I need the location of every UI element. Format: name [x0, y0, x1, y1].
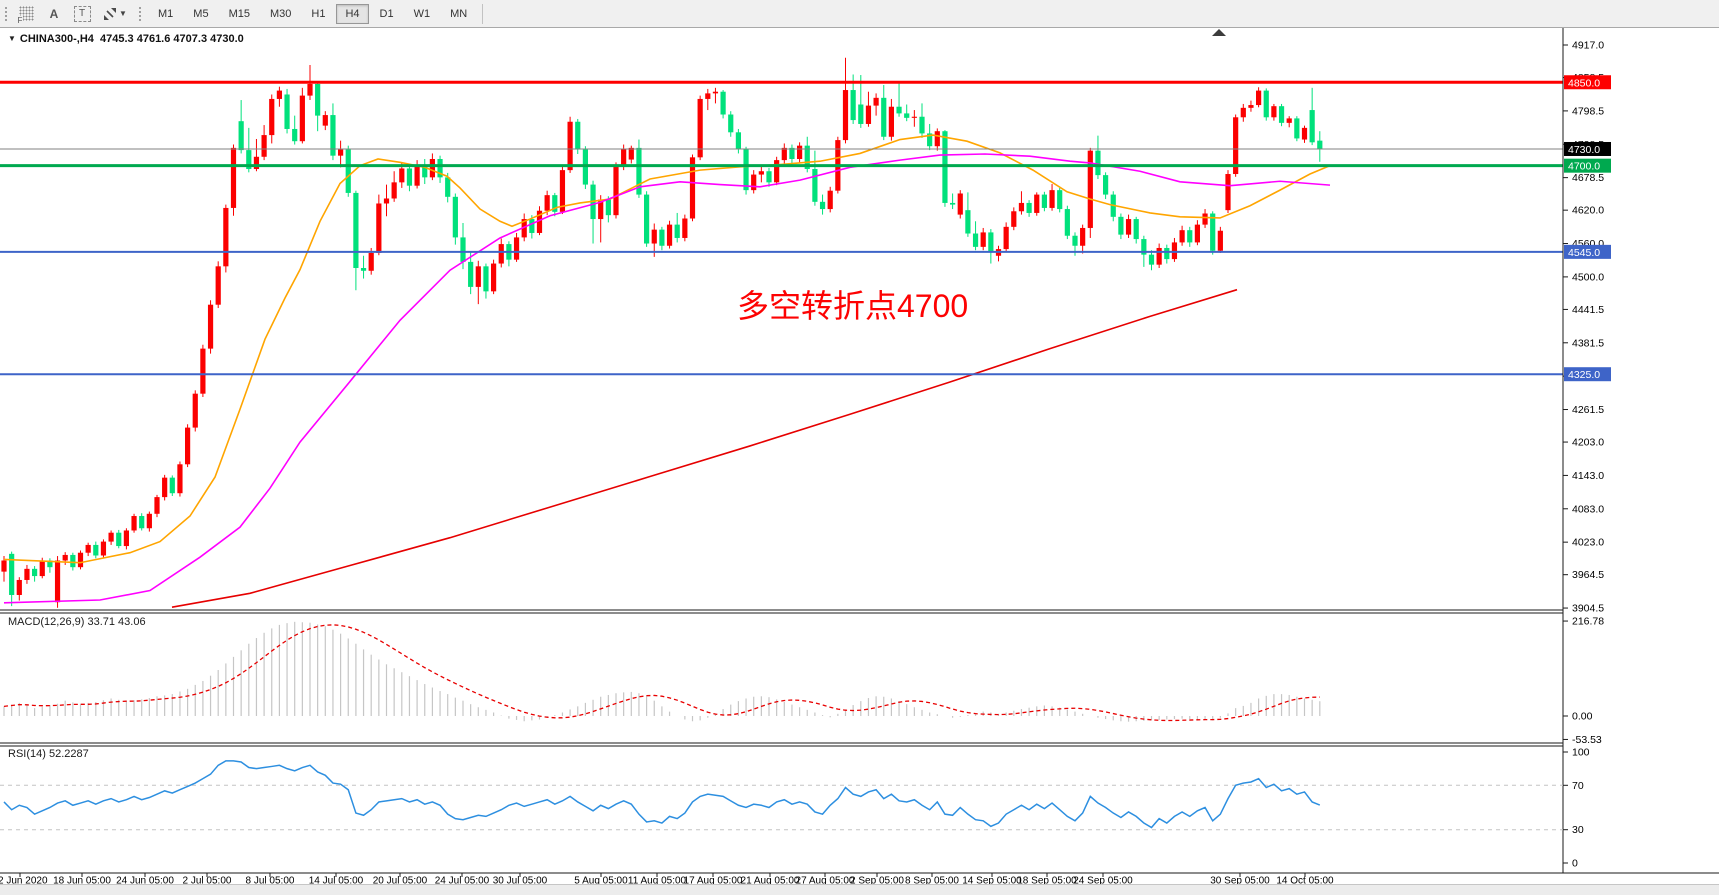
- svg-text:8 Jul 05:00: 8 Jul 05:00: [246, 876, 295, 887]
- chart-annotation-text: 多空转折点4700: [737, 288, 969, 324]
- candles-layer: [1, 57, 1323, 608]
- toolbar-separator: [482, 3, 484, 24]
- symbol-name: CHINA300-,H4: [19, 33, 94, 45]
- svg-text:0.00: 0.00: [1572, 711, 1593, 723]
- collapse-triangle-icon[interactable]: ▼: [8, 34, 16, 43]
- chevron-down-icon: ▼: [119, 9, 127, 18]
- panel-frame-layer: [0, 28, 1719, 874]
- timeframe-button-mn[interactable]: MN: [450, 7, 468, 20]
- macd-panel-layer: 216.78 0.00 -53.53: [3, 616, 1604, 746]
- svg-text:24 Jun 05:00: 24 Jun 05:00: [116, 876, 174, 887]
- price-axis-layer: 4917.04858.54798.54738.54678.54620.04560…: [1563, 40, 1611, 615]
- timeframe-button-m1[interactable]: M1: [158, 7, 174, 20]
- svg-text:2 Sep 05:00: 2 Sep 05:00: [850, 876, 904, 887]
- svg-text:4381.5: 4381.5: [1572, 337, 1604, 349]
- timeframe-button-h1[interactable]: H1: [311, 7, 326, 20]
- svg-text:4500.0: 4500.0: [1572, 271, 1604, 283]
- svg-text:4325.0: 4325.0: [1568, 369, 1600, 381]
- text-tool-button[interactable]: A: [41, 2, 67, 26]
- svg-text:4730.0: 4730.0: [1568, 144, 1600, 156]
- svg-text:30 Sep 05:00: 30 Sep 05:00: [1210, 876, 1270, 887]
- svg-text:4261.5: 4261.5: [1572, 404, 1604, 416]
- svg-text:21 Aug 05:00: 21 Aug 05:00: [741, 876, 800, 887]
- price-level-label: [1564, 158, 1611, 173]
- fibonacci-grid-tool-button[interactable]: F: [13, 2, 39, 26]
- arrows-tool-button[interactable]: ▼: [97, 2, 133, 26]
- svg-text:24 Jul 05:00: 24 Jul 05:00: [435, 876, 490, 887]
- symbol-title[interactable]: ▼ CHINA300-,H4 4745.3 4761.6 4707.3 4730.…: [8, 33, 244, 45]
- svg-text:20 Jul 05:00: 20 Jul 05:00: [373, 876, 428, 887]
- svg-text:4620.0: 4620.0: [1572, 205, 1604, 217]
- svg-text:18 Sep 05:00: 18 Sep 05:00: [1017, 876, 1077, 887]
- date-axis-layer: 12 Jun 2020 18 Jun 05:00 24 Jun 05:00 2 Jul…: [0, 873, 1334, 887]
- macd-indicator-label: MACD(12,26,9) 33.71 43.06: [8, 616, 146, 628]
- svg-text:2 Jul 05:00: 2 Jul 05:00: [183, 876, 232, 887]
- svg-text:3964.5: 3964.5: [1572, 569, 1604, 581]
- svg-text:4850.0: 4850.0: [1568, 77, 1600, 89]
- rsi-panel-layer: 100 70 30 0: [0, 747, 1590, 870]
- timeframe-button-m15[interactable]: M15: [228, 7, 250, 20]
- svg-text:17 Aug 05:00: 17 Aug 05:00: [684, 876, 743, 887]
- price-level-label: [1564, 367, 1611, 382]
- svg-text:14 Oct 05:00: 14 Oct 05:00: [1276, 876, 1334, 887]
- svg-text:100: 100: [1572, 747, 1590, 759]
- svg-text:0: 0: [1572, 858, 1578, 870]
- top-toolbar: F A T ▼ M1 M5 M15 M30 H1 H4 D1 W1 MN: [0, 0, 1719, 28]
- svg-text:18 Jun 05:00: 18 Jun 05:00: [53, 876, 111, 887]
- svg-text:30 Jul 05:00: 30 Jul 05:00: [493, 876, 548, 887]
- timeframe-button-h4[interactable]: H4: [336, 3, 369, 24]
- toolbar-grip-handle-2[interactable]: [138, 4, 142, 23]
- svg-text:4023.0: 4023.0: [1572, 537, 1604, 549]
- label-t-icon: T: [73, 5, 91, 22]
- svg-text:30: 30: [1572, 824, 1584, 836]
- svg-text:4700.0: 4700.0: [1568, 161, 1600, 173]
- rsi-indicator-label: RSI(14) 52.2287: [8, 748, 89, 760]
- timeframe-button-m5[interactable]: M5: [193, 7, 209, 20]
- status-bar: [0, 884, 1719, 895]
- svg-text:4441.5: 4441.5: [1572, 304, 1604, 316]
- svg-text:216.78: 216.78: [1572, 616, 1604, 628]
- timeframe-button-group: M1 M5 M15 M30 H1 H4 D1 W1 MN: [148, 3, 477, 24]
- price-level-label: [1564, 244, 1611, 259]
- timeframe-button-m30[interactable]: M30: [269, 7, 292, 20]
- svg-text:8 Sep 05:00: 8 Sep 05:00: [905, 876, 959, 887]
- scroll-to-end-marker: [1212, 29, 1226, 36]
- price-levels-layer: [0, 80, 1563, 376]
- timeframe-button-d1[interactable]: D1: [379, 7, 394, 20]
- svg-text:3904.5: 3904.5: [1572, 603, 1604, 615]
- arrows-icon: [104, 7, 117, 20]
- svg-text:27 Aug 05:00: 27 Aug 05:00: [796, 876, 855, 887]
- svg-text:4203.0: 4203.0: [1572, 437, 1604, 449]
- svg-text:70: 70: [1572, 780, 1584, 792]
- svg-text:14 Sep 05:00: 14 Sep 05:00: [962, 876, 1022, 887]
- svg-text:11 Aug 05:00: 11 Aug 05:00: [628, 876, 687, 887]
- price-level-label: [1564, 75, 1611, 90]
- fibo-grid-icon: F: [17, 6, 34, 25]
- svg-text:5 Aug 05:00: 5 Aug 05:00: [574, 876, 628, 887]
- svg-text:-53.53: -53.53: [1572, 734, 1602, 746]
- svg-text:4798.5: 4798.5: [1572, 105, 1604, 117]
- price-level-label: [1564, 141, 1611, 156]
- timeframe-button-w1[interactable]: W1: [413, 7, 431, 20]
- toolbar-grip-handle[interactable]: [4, 4, 8, 23]
- text-a-icon: A: [49, 6, 59, 21]
- svg-text:4083.0: 4083.0: [1572, 503, 1604, 515]
- svg-text:4917.0: 4917.0: [1572, 40, 1604, 52]
- svg-text:4678.5: 4678.5: [1572, 172, 1604, 184]
- svg-text:24 Sep 05:00: 24 Sep 05:00: [1073, 876, 1133, 887]
- svg-text:4143.0: 4143.0: [1572, 470, 1604, 482]
- symbol-ohlc-values: 4745.3 4761.6 4707.3 4730.0: [100, 33, 244, 45]
- svg-text:4545.0: 4545.0: [1568, 247, 1600, 259]
- svg-text:14 Jul 05:00: 14 Jul 05:00: [309, 876, 364, 887]
- text-label-tool-button[interactable]: T: [69, 2, 95, 26]
- svg-text:12 Jun 2020: 12 Jun 2020: [0, 876, 48, 887]
